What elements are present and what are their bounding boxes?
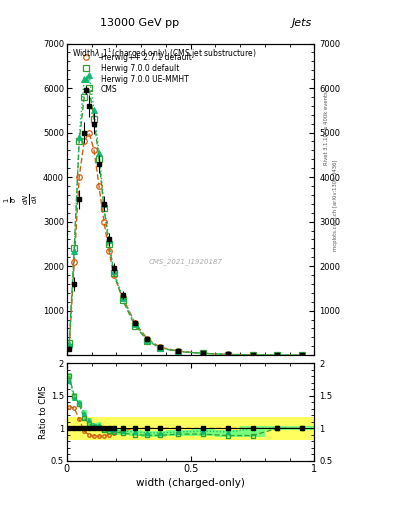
Herwig++ 2.7.1 default [250,352,255,358]
Herwig++ 2.7.1 default [226,351,230,357]
Herwig++ 2.7.1 default [97,183,101,189]
Text: Width$\lambda\_1^1$(charged only) (CMS jet substructure): Width$\lambda\_1^1$(charged only) (CMS j… [72,47,256,61]
Herwig++ 2.7.1 default [275,352,280,358]
Herwig 7.0.0 UE-MMHT [201,350,206,356]
Herwig 7.0.0 default [82,94,86,100]
Y-axis label: $\frac{1}{\sigma}$
$\frac{dN}{d\lambda}$: $\frac{1}{\sigma}$ $\frac{dN}{d\lambda}$ [3,194,40,205]
Text: 13000 GeV pp: 13000 GeV pp [100,17,179,28]
Herwig 7.0.0 default [226,351,230,357]
Herwig++ 2.7.1 default [176,348,181,354]
Herwig 7.0.0 UE-MMHT [176,348,181,354]
Line: Herwig 7.0.0 default: Herwig 7.0.0 default [66,86,305,358]
Herwig 7.0.0 UE-MMHT [97,150,101,156]
Herwig 7.0.0 default [275,352,280,358]
Herwig 7.0.0 default [176,349,181,355]
Herwig 7.0.0 UE-MMHT [120,295,125,301]
Herwig 7.0.0 default [67,340,72,346]
Herwig 7.0.0 default [201,350,206,356]
Herwig++ 2.7.1 default [92,147,96,154]
Herwig 7.0.0 default [120,296,125,303]
Herwig++ 2.7.1 default [300,352,305,358]
Herwig 7.0.0 default [92,116,96,122]
Herwig 7.0.0 UE-MMHT [275,352,280,358]
Herwig 7.0.0 UE-MMHT [77,134,82,140]
Herwig 7.0.0 UE-MMHT [67,340,72,347]
Line: Herwig 7.0.0 UE-MMHT: Herwig 7.0.0 UE-MMHT [66,72,305,358]
Herwig 7.0.0 default [132,323,137,329]
Herwig 7.0.0 default [157,345,162,351]
Herwig 7.0.0 default [107,241,111,247]
Herwig++ 2.7.1 default [67,343,72,349]
Herwig 7.0.0 UE-MMHT [226,351,230,357]
Herwig++ 2.7.1 default [145,336,150,342]
Herwig++ 2.7.1 default [201,350,206,356]
Line: Herwig++ 2.7.1 default: Herwig++ 2.7.1 default [66,130,305,358]
Herwig 7.0.0 UE-MMHT [92,107,96,113]
Herwig 7.0.0 UE-MMHT [102,201,107,207]
Herwig 7.0.0 UE-MMHT [87,72,92,78]
Herwig 7.0.0 default [72,245,77,251]
Text: Rivet 3.1.10, ≥ 400k events: Rivet 3.1.10, ≥ 400k events [324,91,329,165]
Herwig 7.0.0 UE-MMHT [107,237,111,243]
Herwig++ 2.7.1 default [82,138,86,144]
Herwig++ 2.7.1 default [72,259,77,265]
Herwig++ 2.7.1 default [112,272,116,278]
Herwig 7.0.0 UE-MMHT [300,352,305,358]
Herwig 7.0.0 UE-MMHT [157,345,162,351]
Herwig++ 2.7.1 default [87,130,92,136]
Herwig 7.0.0 default [97,156,101,162]
Herwig 7.0.0 UE-MMHT [82,76,86,82]
Herwig 7.0.0 default [145,337,150,344]
Herwig 7.0.0 default [300,352,305,358]
Herwig 7.0.0 default [112,270,116,276]
Herwig++ 2.7.1 default [120,294,125,301]
Herwig 7.0.0 UE-MMHT [145,337,150,343]
Herwig 7.0.0 UE-MMHT [132,322,137,328]
Text: Jets: Jets [292,17,312,28]
Herwig++ 2.7.1 default [157,344,162,350]
Herwig 7.0.0 UE-MMHT [250,352,255,358]
Herwig++ 2.7.1 default [132,319,137,326]
Herwig 7.0.0 default [102,205,107,211]
Legend: Herwig++ 2.7.1 default, Herwig 7.0.0 default, Herwig 7.0.0 UE-MMHT, CMS: Herwig++ 2.7.1 default, Herwig 7.0.0 def… [73,51,194,97]
Herwig 7.0.0 default [250,352,255,358]
Herwig++ 2.7.1 default [102,219,107,225]
Herwig++ 2.7.1 default [107,247,111,253]
Herwig 7.0.0 UE-MMHT [112,268,116,274]
X-axis label: width (charged-only): width (charged-only) [136,478,245,488]
Y-axis label: Ratio to CMS: Ratio to CMS [39,386,48,439]
Text: CMS_2021_I1920187: CMS_2021_I1920187 [149,259,223,265]
Herwig 7.0.0 default [87,85,92,91]
Herwig 7.0.0 default [77,138,82,144]
Herwig 7.0.0 UE-MMHT [72,247,77,253]
Herwig++ 2.7.1 default [77,174,82,180]
Text: mcplots.cern.ch [arXiv:1306.3436]: mcplots.cern.ch [arXiv:1306.3436] [333,159,338,250]
